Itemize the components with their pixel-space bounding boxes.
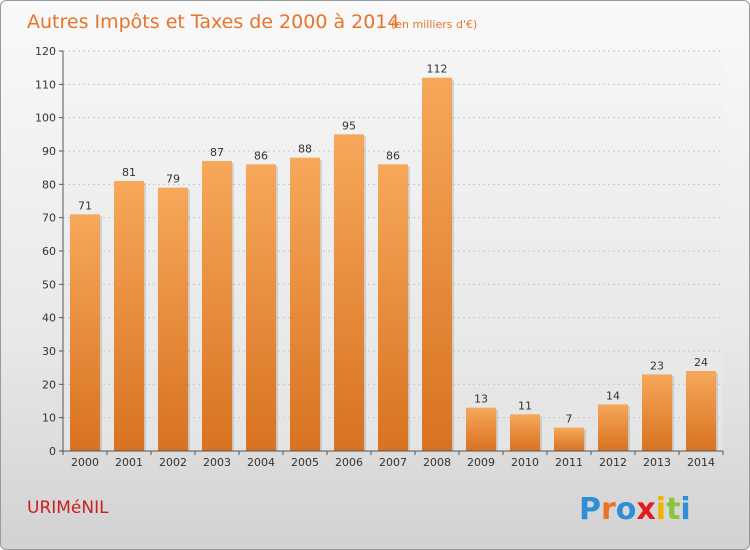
bar-value-label: 95 xyxy=(342,119,356,132)
bar xyxy=(466,407,496,451)
y-tick-label: 70 xyxy=(42,212,56,225)
bar-value-label: 23 xyxy=(650,359,664,372)
bar-value-label: 88 xyxy=(298,143,312,156)
y-tick-label: 100 xyxy=(35,112,56,125)
bar-value-label: 87 xyxy=(210,146,224,159)
x-axis: 2000 2001 2002 2003 2004 2005 2006 2007 2008 2009… xyxy=(62,450,724,469)
chart-title: Autres Impôts et Taxes de 2000 à 2014 xyxy=(27,11,400,33)
bar xyxy=(510,414,540,451)
bar-value-label: 7 xyxy=(566,413,573,426)
bar xyxy=(554,427,584,451)
x-tick-label: 2008 xyxy=(423,456,451,469)
x-tick-label: 2014 xyxy=(687,456,715,469)
bar xyxy=(334,134,364,452)
x-tick-label: 2003 xyxy=(203,456,231,469)
bar xyxy=(422,77,452,452)
y-tick-label: 50 xyxy=(42,278,56,291)
bar-value-label: 86 xyxy=(386,149,400,162)
bar xyxy=(202,161,232,451)
bar xyxy=(598,404,628,451)
y-axis: 0 10 20 30 40 50 60 70 80 90 100 110 120 xyxy=(35,45,64,458)
bar xyxy=(114,181,144,451)
bar-value-label: 86 xyxy=(254,149,268,162)
x-tick-label: 2013 xyxy=(643,456,671,469)
bar-value-label: 11 xyxy=(518,399,532,412)
x-tick-label: 2001 xyxy=(115,456,143,469)
bars: 71 81 79 87 86 88 95 86 112 13 11 7 14 23 24 xyxy=(70,63,718,452)
x-tick-label: 2005 xyxy=(291,456,319,469)
y-tick-label: 10 xyxy=(42,412,56,425)
y-tick-label: 80 xyxy=(42,178,56,191)
bar-value-label: 112 xyxy=(427,63,448,76)
y-tick-label: 0 xyxy=(49,445,56,458)
x-tick-label: 2011 xyxy=(555,456,583,469)
x-tick-label: 2000 xyxy=(71,456,99,469)
y-tick-label: 20 xyxy=(42,378,56,391)
y-tick-label: 60 xyxy=(42,245,56,258)
x-tick-label: 2004 xyxy=(247,456,275,469)
y-tick-label: 90 xyxy=(42,145,56,158)
town-name: URIMéNIL xyxy=(27,498,109,518)
bar xyxy=(70,214,100,451)
x-tick-label: 2002 xyxy=(159,456,187,469)
bar-value-label: 81 xyxy=(122,166,136,179)
bar xyxy=(246,164,276,452)
y-tick-label: 30 xyxy=(42,345,56,358)
bar-value-label: 79 xyxy=(166,173,180,186)
bar xyxy=(642,374,672,451)
logo-text: Proxiti xyxy=(579,492,691,527)
bar-value-label: 13 xyxy=(474,393,488,406)
x-tick-label: 2010 xyxy=(511,456,539,469)
x-tick-label: 2012 xyxy=(599,456,627,469)
bar xyxy=(378,164,408,452)
bar-value-label: 24 xyxy=(694,356,708,369)
chart-subtitle: (en milliers d'€) xyxy=(391,18,477,31)
bar xyxy=(686,371,716,451)
y-tick-label: 110 xyxy=(35,78,56,91)
bar-value-label: 14 xyxy=(606,389,620,402)
y-tick-label: 120 xyxy=(35,45,56,58)
bar-value-label: 71 xyxy=(78,199,92,212)
bar xyxy=(158,187,188,451)
y-tick-label: 40 xyxy=(42,312,56,325)
proxiti-logo: Proxiti xyxy=(579,492,691,527)
x-tick-label: 2009 xyxy=(467,456,495,469)
x-tick-label: 2007 xyxy=(379,456,407,469)
bar xyxy=(290,157,320,451)
x-tick-label: 2006 xyxy=(335,456,363,469)
